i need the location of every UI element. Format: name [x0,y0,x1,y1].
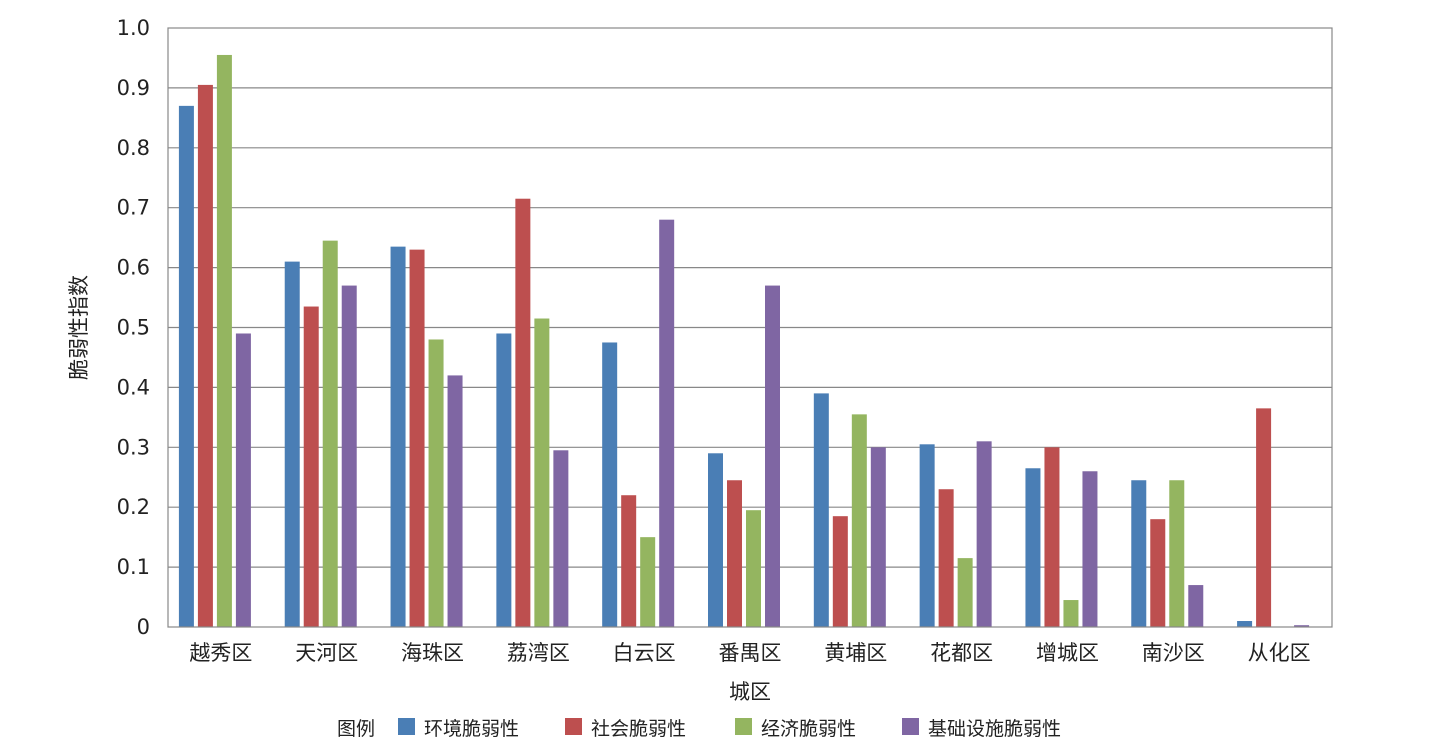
legend-label: 基础设施脆弱性 [928,718,1061,740]
legend-swatch [398,718,415,735]
x-tick-label: 天河区 [295,641,358,665]
bar [1256,408,1272,627]
bar [640,537,656,627]
y-tick-label: 0 [137,615,150,639]
bar [919,444,935,627]
bar [447,375,463,627]
plot-frame [167,27,1333,628]
legend: 图例 环境脆弱性 社会脆弱性 经济脆弱性 基础设施脆弱性 [337,718,1061,740]
bar [515,198,531,627]
grid-layer [168,87,1332,568]
x-tick-label: 海珠区 [401,641,464,665]
y-tick-label: 0.5 [117,316,150,340]
bar [851,414,867,627]
y-tick-label: 0.9 [117,76,150,100]
bar [832,516,848,627]
x-tick-label: 从化区 [1248,641,1311,665]
bar [602,342,618,627]
bar [1082,471,1098,627]
y-tick-label: 0.7 [117,196,150,220]
bar [621,495,637,627]
bar [813,393,829,627]
x-tick-label: 花都区 [930,641,993,665]
bar [870,447,886,627]
bar [727,480,742,627]
x-axis-title: 城区 [729,680,771,704]
x-tick-labels: 越秀区 天河区 海珠区 荔湾区 白云区 番禺区 黄埔区 花都区 增城区 南沙区 从化区 [189,641,1310,665]
bar [1063,600,1079,627]
x-tick-label: 番禺区 [719,641,782,665]
legend-label: 社会脆弱性 [591,718,686,740]
bar [534,318,550,627]
bar [1294,625,1310,627]
bar [178,105,194,628]
legend-label: 环境脆弱性 [424,718,519,740]
bar [765,285,780,627]
bar [938,489,954,627]
y-tick-label: 0.8 [117,136,150,160]
x-tick-label: 南沙区 [1142,641,1205,665]
x-tick-label: 增城区 [1036,641,1099,665]
x-tick-label: 越秀区 [189,641,252,665]
bar [957,558,973,627]
y-tick-label: 0.1 [117,555,150,579]
bar [1131,480,1147,627]
y-tick-label: 0.2 [117,495,150,519]
bar [284,261,300,627]
bar [659,219,675,627]
bar [1237,621,1253,627]
y-tick-label: 1.0 [117,16,150,40]
x-tick-label: 白云区 [613,641,676,665]
legend-label: 经济脆弱性 [761,718,856,740]
y-tick-labels: 0 0.1 0.2 0.3 0.4 0.5 0.6 0.7 0.8 0.9 1.0 [117,16,150,639]
bar [1025,468,1041,627]
bar [496,333,512,627]
y-tick-label: 0.3 [117,435,150,459]
bar [553,450,569,627]
legend-swatch [565,718,582,735]
bar [1188,585,1204,627]
bar [976,441,992,627]
bar [1044,447,1060,627]
bar [235,333,251,627]
legend-swatch [735,718,752,735]
legend-swatch [902,718,919,735]
y-axis-title: 脆弱性指数 [67,275,91,380]
bar [322,240,338,627]
bar [746,510,761,627]
bar [341,285,357,627]
bar [708,453,723,627]
bar [409,249,425,627]
legend-title: 图例 [337,718,375,740]
bar [428,339,444,627]
y-tick-label: 0.6 [117,256,150,280]
y-tick-label: 0.4 [117,375,150,399]
bar [390,246,406,627]
bar [1150,519,1166,627]
bar [216,54,232,627]
bars-layer [178,54,1310,628]
bar [197,84,213,627]
bar [1169,480,1185,627]
bar [303,306,319,627]
x-tick-label: 荔湾区 [507,641,570,665]
x-tick-label: 黄埔区 [824,641,887,665]
